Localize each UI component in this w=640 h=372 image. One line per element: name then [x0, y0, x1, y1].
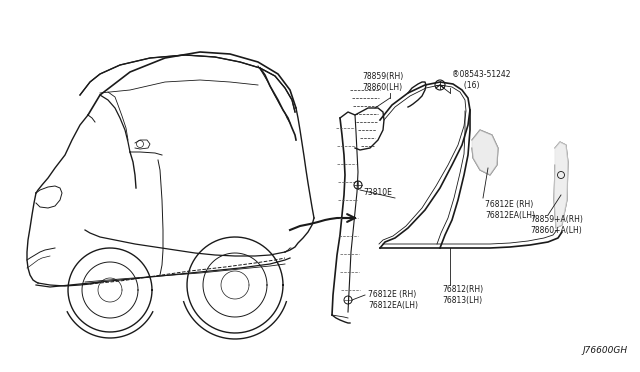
Text: J76600GH: J76600GH — [583, 346, 628, 355]
Polygon shape — [472, 130, 498, 175]
Text: 73810E: 73810E — [363, 187, 392, 196]
Polygon shape — [554, 142, 568, 228]
Text: ®08543-51242
     (16): ®08543-51242 (16) — [452, 70, 511, 90]
Text: 76812E (RH)
76812EA(LH): 76812E (RH) 76812EA(LH) — [368, 290, 418, 310]
Text: 78859+A(RH)
78860+A(LH): 78859+A(RH) 78860+A(LH) — [530, 215, 583, 235]
Text: 78859(RH)
78860(LH): 78859(RH) 78860(LH) — [362, 72, 403, 92]
Text: 76812E (RH)
76812EA(LH): 76812E (RH) 76812EA(LH) — [485, 200, 535, 220]
Text: 76812(RH)
76813(LH): 76812(RH) 76813(LH) — [442, 285, 483, 305]
